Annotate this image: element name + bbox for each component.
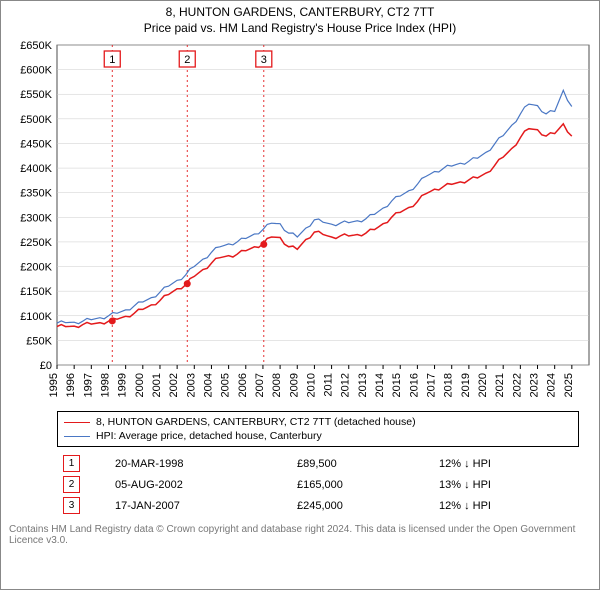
svg-text:2022: 2022 xyxy=(511,373,523,397)
svg-text:£400K: £400K xyxy=(20,163,52,175)
svg-text:1996: 1996 xyxy=(65,373,77,397)
event-price: £89,500 xyxy=(291,453,433,474)
svg-text:2017: 2017 xyxy=(426,373,438,397)
event-date: 05-AUG-2002 xyxy=(109,474,291,495)
svg-text:2010: 2010 xyxy=(305,373,317,397)
svg-text:£350K: £350K xyxy=(20,188,52,200)
event-table: 1 20-MAR-1998£89,50012% ↓ HPI 2 05-AUG-2002… xyxy=(57,453,579,516)
svg-text:2008: 2008 xyxy=(271,373,283,397)
legend-swatch xyxy=(64,436,90,437)
event-delta: 12% ↓ HPI xyxy=(433,495,579,516)
svg-text:£300K: £300K xyxy=(20,212,52,224)
svg-text:2004: 2004 xyxy=(202,373,214,397)
event-marker: 3 xyxy=(63,497,80,514)
event-delta: 12% ↓ HPI xyxy=(433,453,579,474)
legend-item: HPI: Average price, detached house, Cant… xyxy=(64,429,572,443)
svg-text:£450K: £450K xyxy=(20,138,52,150)
attribution-text: Contains HM Land Registry data © Crown c… xyxy=(9,524,591,546)
svg-text:1999: 1999 xyxy=(117,373,129,397)
svg-text:2011: 2011 xyxy=(323,373,335,397)
svg-text:2019: 2019 xyxy=(460,373,472,397)
svg-text:£0: £0 xyxy=(40,360,52,372)
svg-text:£600K: £600K xyxy=(20,65,52,77)
event-price: £245,000 xyxy=(291,495,433,516)
svg-text:2020: 2020 xyxy=(477,373,489,397)
event-date: 20-MAR-1998 xyxy=(109,453,291,474)
event-date: 17-JAN-2007 xyxy=(109,495,291,516)
event-price: £165,000 xyxy=(291,474,433,495)
svg-text:1997: 1997 xyxy=(82,373,94,397)
svg-text:£200K: £200K xyxy=(20,262,52,274)
svg-text:2025: 2025 xyxy=(563,373,575,397)
svg-text:£250K: £250K xyxy=(20,237,52,249)
svg-text:2001: 2001 xyxy=(151,373,163,397)
svg-text:2009: 2009 xyxy=(288,373,300,397)
event-delta: 13% ↓ HPI xyxy=(433,474,579,495)
svg-text:2005: 2005 xyxy=(220,373,232,397)
svg-text:2000: 2000 xyxy=(134,373,146,397)
svg-text:2016: 2016 xyxy=(408,373,420,397)
legend-swatch xyxy=(64,422,90,423)
event-row: 2 05-AUG-2002£165,00013% ↓ HPI xyxy=(57,474,579,495)
svg-text:2013: 2013 xyxy=(357,373,369,397)
svg-text:1998: 1998 xyxy=(99,373,111,397)
svg-text:£550K: £550K xyxy=(20,89,52,101)
page-title: 8, HUNTON GARDENS, CANTERBURY, CT2 7TT xyxy=(1,5,599,19)
legend-item: 8, HUNTON GARDENS, CANTERBURY, CT2 7TT (… xyxy=(64,415,572,429)
page-subtitle: Price paid vs. HM Land Registry's House … xyxy=(1,21,599,35)
svg-text:2024: 2024 xyxy=(546,373,558,397)
svg-text:2018: 2018 xyxy=(443,373,455,397)
svg-text:3: 3 xyxy=(261,54,267,66)
event-row: 3 17-JAN-2007£245,00012% ↓ HPI xyxy=(57,495,579,516)
price-chart: £0 £50K £100K £150K £200K £250K £300K £350K £400… xyxy=(1,35,600,405)
event-row: 1 20-MAR-1998£89,50012% ↓ HPI xyxy=(57,453,579,474)
svg-text:2023: 2023 xyxy=(529,373,541,397)
event-marker: 1 xyxy=(63,455,80,472)
svg-text:2012: 2012 xyxy=(340,373,352,397)
svg-text:£500K: £500K xyxy=(20,114,52,126)
svg-text:1: 1 xyxy=(109,54,115,66)
svg-text:2: 2 xyxy=(184,54,190,66)
event-marker: 2 xyxy=(63,476,80,493)
svg-text:2006: 2006 xyxy=(237,373,249,397)
svg-text:2003: 2003 xyxy=(185,373,197,397)
svg-text:2015: 2015 xyxy=(391,373,403,397)
svg-text:£150K: £150K xyxy=(20,286,52,298)
legend-label: 8, HUNTON GARDENS, CANTERBURY, CT2 7TT (… xyxy=(96,416,416,428)
svg-text:2007: 2007 xyxy=(254,373,266,397)
svg-text:2002: 2002 xyxy=(168,373,180,397)
svg-text:2014: 2014 xyxy=(374,373,386,397)
svg-text:£650K: £650K xyxy=(20,40,52,52)
svg-text:1995: 1995 xyxy=(48,373,60,397)
svg-text:£100K: £100K xyxy=(20,311,52,323)
svg-text:£50K: £50K xyxy=(26,335,52,347)
legend-label: HPI: Average price, detached house, Cant… xyxy=(96,430,322,442)
legend: 8, HUNTON GARDENS, CANTERBURY, CT2 7TT (… xyxy=(57,411,579,447)
svg-text:2021: 2021 xyxy=(494,373,506,397)
